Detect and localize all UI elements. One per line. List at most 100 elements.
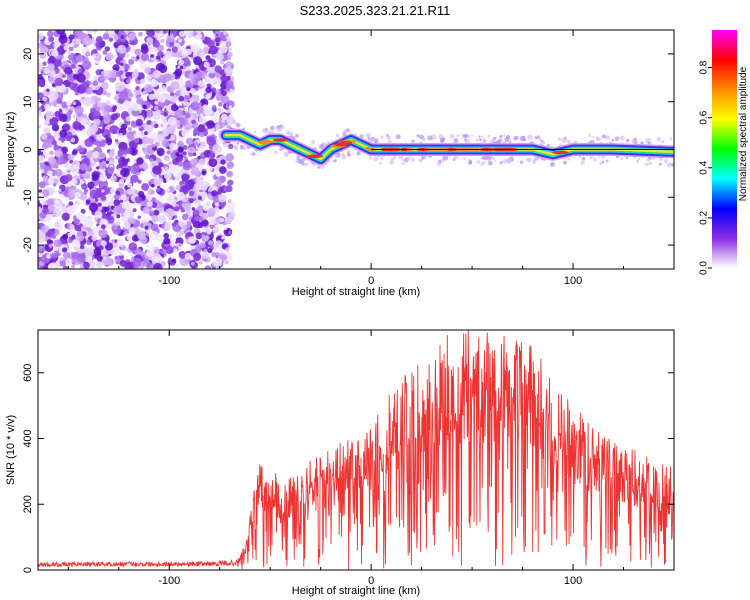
noise-blob	[179, 256, 189, 267]
ridge-speckle	[502, 158, 508, 164]
noise-blob	[69, 223, 75, 230]
noise-blob	[86, 218, 94, 225]
noise-blob	[130, 174, 139, 183]
noise-blob	[134, 196, 143, 204]
noise-blob	[200, 185, 205, 190]
noise-blob	[102, 49, 108, 55]
noise-blob	[118, 141, 128, 152]
noise-blob	[38, 110, 42, 117]
noise-blob	[92, 53, 97, 59]
noise-blob	[115, 155, 120, 160]
noise-blob	[137, 215, 142, 220]
noise-blob	[169, 91, 175, 97]
ridge-speckle	[401, 161, 405, 166]
ridge-speckle	[491, 157, 495, 160]
noise-blob	[199, 260, 203, 265]
noise-blob	[112, 105, 118, 111]
noise-blob	[151, 143, 156, 148]
noise-blob	[85, 51, 91, 57]
noise-blob	[195, 30, 203, 34]
noise-blob	[42, 96, 48, 102]
noise-blob	[95, 41, 102, 48]
noise-blob	[133, 133, 140, 140]
colorbar-tick-label: 0.4	[699, 160, 710, 174]
noise-blob	[215, 211, 221, 217]
noise-blob	[219, 166, 227, 174]
noise-blob	[79, 163, 88, 171]
noise-blob	[77, 68, 85, 75]
noise-blob	[224, 66, 233, 75]
noise-blob	[56, 140, 63, 146]
noise-blob	[205, 201, 211, 206]
noise-blob	[211, 252, 217, 258]
ridge-speckle	[599, 161, 603, 165]
noise-blob	[224, 216, 232, 224]
noise-blob	[206, 136, 216, 146]
noise-blob	[72, 113, 78, 119]
ridge-speckle	[566, 139, 571, 144]
ridge-speckle	[644, 162, 649, 167]
ridge-speckle	[416, 134, 420, 138]
noise-blob	[54, 77, 64, 87]
noise-blob	[225, 247, 230, 252]
ridge-speckle	[321, 145, 324, 148]
noise-blob	[158, 224, 163, 228]
noise-blob	[219, 109, 224, 114]
noise-blob	[54, 110, 61, 118]
noise-blob	[106, 100, 111, 105]
ridge-speckle	[637, 157, 641, 161]
noise-blob	[58, 188, 62, 192]
ridge-speckle	[592, 135, 595, 139]
noise-blob	[118, 156, 128, 166]
noise-blob	[206, 120, 215, 129]
noise-blob	[54, 222, 61, 228]
ridge-speckle	[499, 161, 503, 165]
ridge-hotspot	[273, 138, 288, 142]
ridge-speckle	[227, 146, 230, 150]
noise-blob	[114, 255, 119, 260]
ridge-speckle	[475, 138, 479, 142]
noise-blob	[210, 87, 217, 93]
noise-blob	[170, 237, 177, 244]
noise-blob	[182, 145, 188, 150]
ridge-speckle	[482, 139, 487, 143]
ridge-speckle	[481, 135, 484, 139]
noise-blob	[199, 242, 206, 249]
noise-blob	[64, 66, 73, 75]
noise-blob	[104, 105, 112, 113]
noise-blob	[212, 144, 222, 154]
noise-blob	[125, 147, 133, 155]
ridge-speckle	[605, 159, 609, 163]
noise-blob	[128, 33, 136, 41]
noise-blob	[100, 219, 108, 226]
noise-blob	[184, 252, 192, 260]
ridge-speckle	[611, 138, 615, 142]
noise-blob	[154, 105, 159, 111]
noise-blob	[64, 163, 69, 168]
x-tick-label: -100	[158, 275, 180, 287]
ridge-speckle	[483, 160, 487, 164]
ridge-hotspot	[306, 154, 324, 158]
noise-blob	[163, 179, 167, 183]
noise-blob	[150, 54, 154, 58]
noise-blob	[77, 253, 87, 262]
noise-blob	[109, 125, 118, 134]
noise-blob	[56, 218, 61, 224]
noise-blob	[153, 262, 163, 269]
noise-blob	[146, 110, 154, 118]
noise-blob	[194, 215, 200, 222]
noise-blob	[178, 59, 185, 66]
x-tick-label: 0	[368, 275, 374, 287]
noise-blob	[90, 99, 96, 105]
ridge-speckle	[625, 138, 630, 143]
noise-blob	[228, 47, 233, 51]
ridge-speckle	[463, 157, 466, 160]
noise-blob	[132, 234, 139, 242]
ridge-speckle	[346, 150, 351, 155]
noise-blob	[87, 181, 95, 189]
noise-blob	[203, 61, 210, 68]
ridge-speckle	[471, 134, 474, 137]
noise-blob	[214, 65, 222, 73]
noise-blob	[41, 133, 48, 140]
noise-blob	[130, 30, 135, 33]
